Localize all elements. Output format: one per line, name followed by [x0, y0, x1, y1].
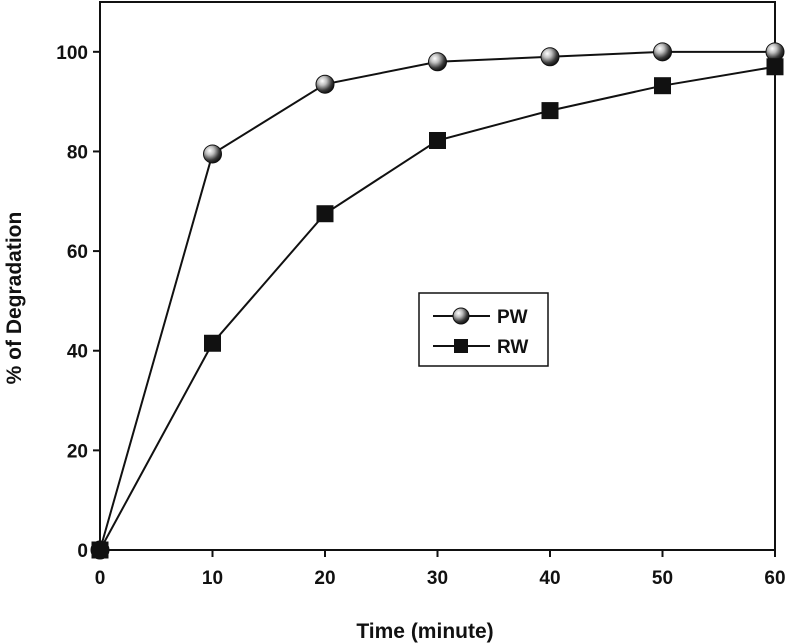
y-tick-label: 60 [67, 242, 88, 263]
x-tick-label: 50 [652, 568, 673, 589]
legend-marker-rw [454, 339, 468, 353]
data-point-rw [429, 131, 446, 149]
x-tick-label: 60 [764, 568, 785, 589]
series-layer [90, 42, 785, 560]
data-point-pw [428, 52, 447, 72]
data-point-rw [91, 541, 109, 559]
x-tick-label: 10 [202, 568, 223, 589]
y-tick-label: 80 [67, 142, 88, 163]
legend-marker-pw [452, 307, 470, 325]
data-point-rw [204, 334, 221, 352]
data-point-pw [765, 42, 785, 62]
legend-box [418, 292, 549, 367]
legend-label-pw: PW [497, 307, 528, 328]
data-point-pw [203, 144, 222, 164]
data-point-pw [653, 42, 672, 62]
x-tick-label: 30 [427, 568, 448, 589]
y-tick-label: 100 [56, 43, 88, 64]
data-point-rw [541, 102, 559, 120]
data-point-pw [315, 74, 335, 94]
y-tick-label: 40 [67, 342, 88, 363]
y-axis-title: % of Degradation [3, 212, 26, 385]
legend: PW RW [418, 292, 549, 367]
data-point-pw [540, 47, 560, 67]
data-point-rw [316, 205, 334, 223]
y-tick-label: 0 [77, 541, 88, 562]
x-axis-title: Time (minute) [356, 620, 493, 643]
x-tick-label: 0 [95, 568, 106, 589]
data-point-rw [766, 58, 784, 76]
data-point-rw [654, 77, 671, 95]
axis-ticks: 0 10 20 30 40 50 60 0 20 40 60 80 100 [56, 43, 785, 589]
x-tick-label: 20 [314, 568, 335, 589]
legend-label-rw: RW [497, 337, 528, 358]
y-tick-label: 20 [67, 441, 88, 462]
x-tick-label: 40 [539, 568, 560, 589]
